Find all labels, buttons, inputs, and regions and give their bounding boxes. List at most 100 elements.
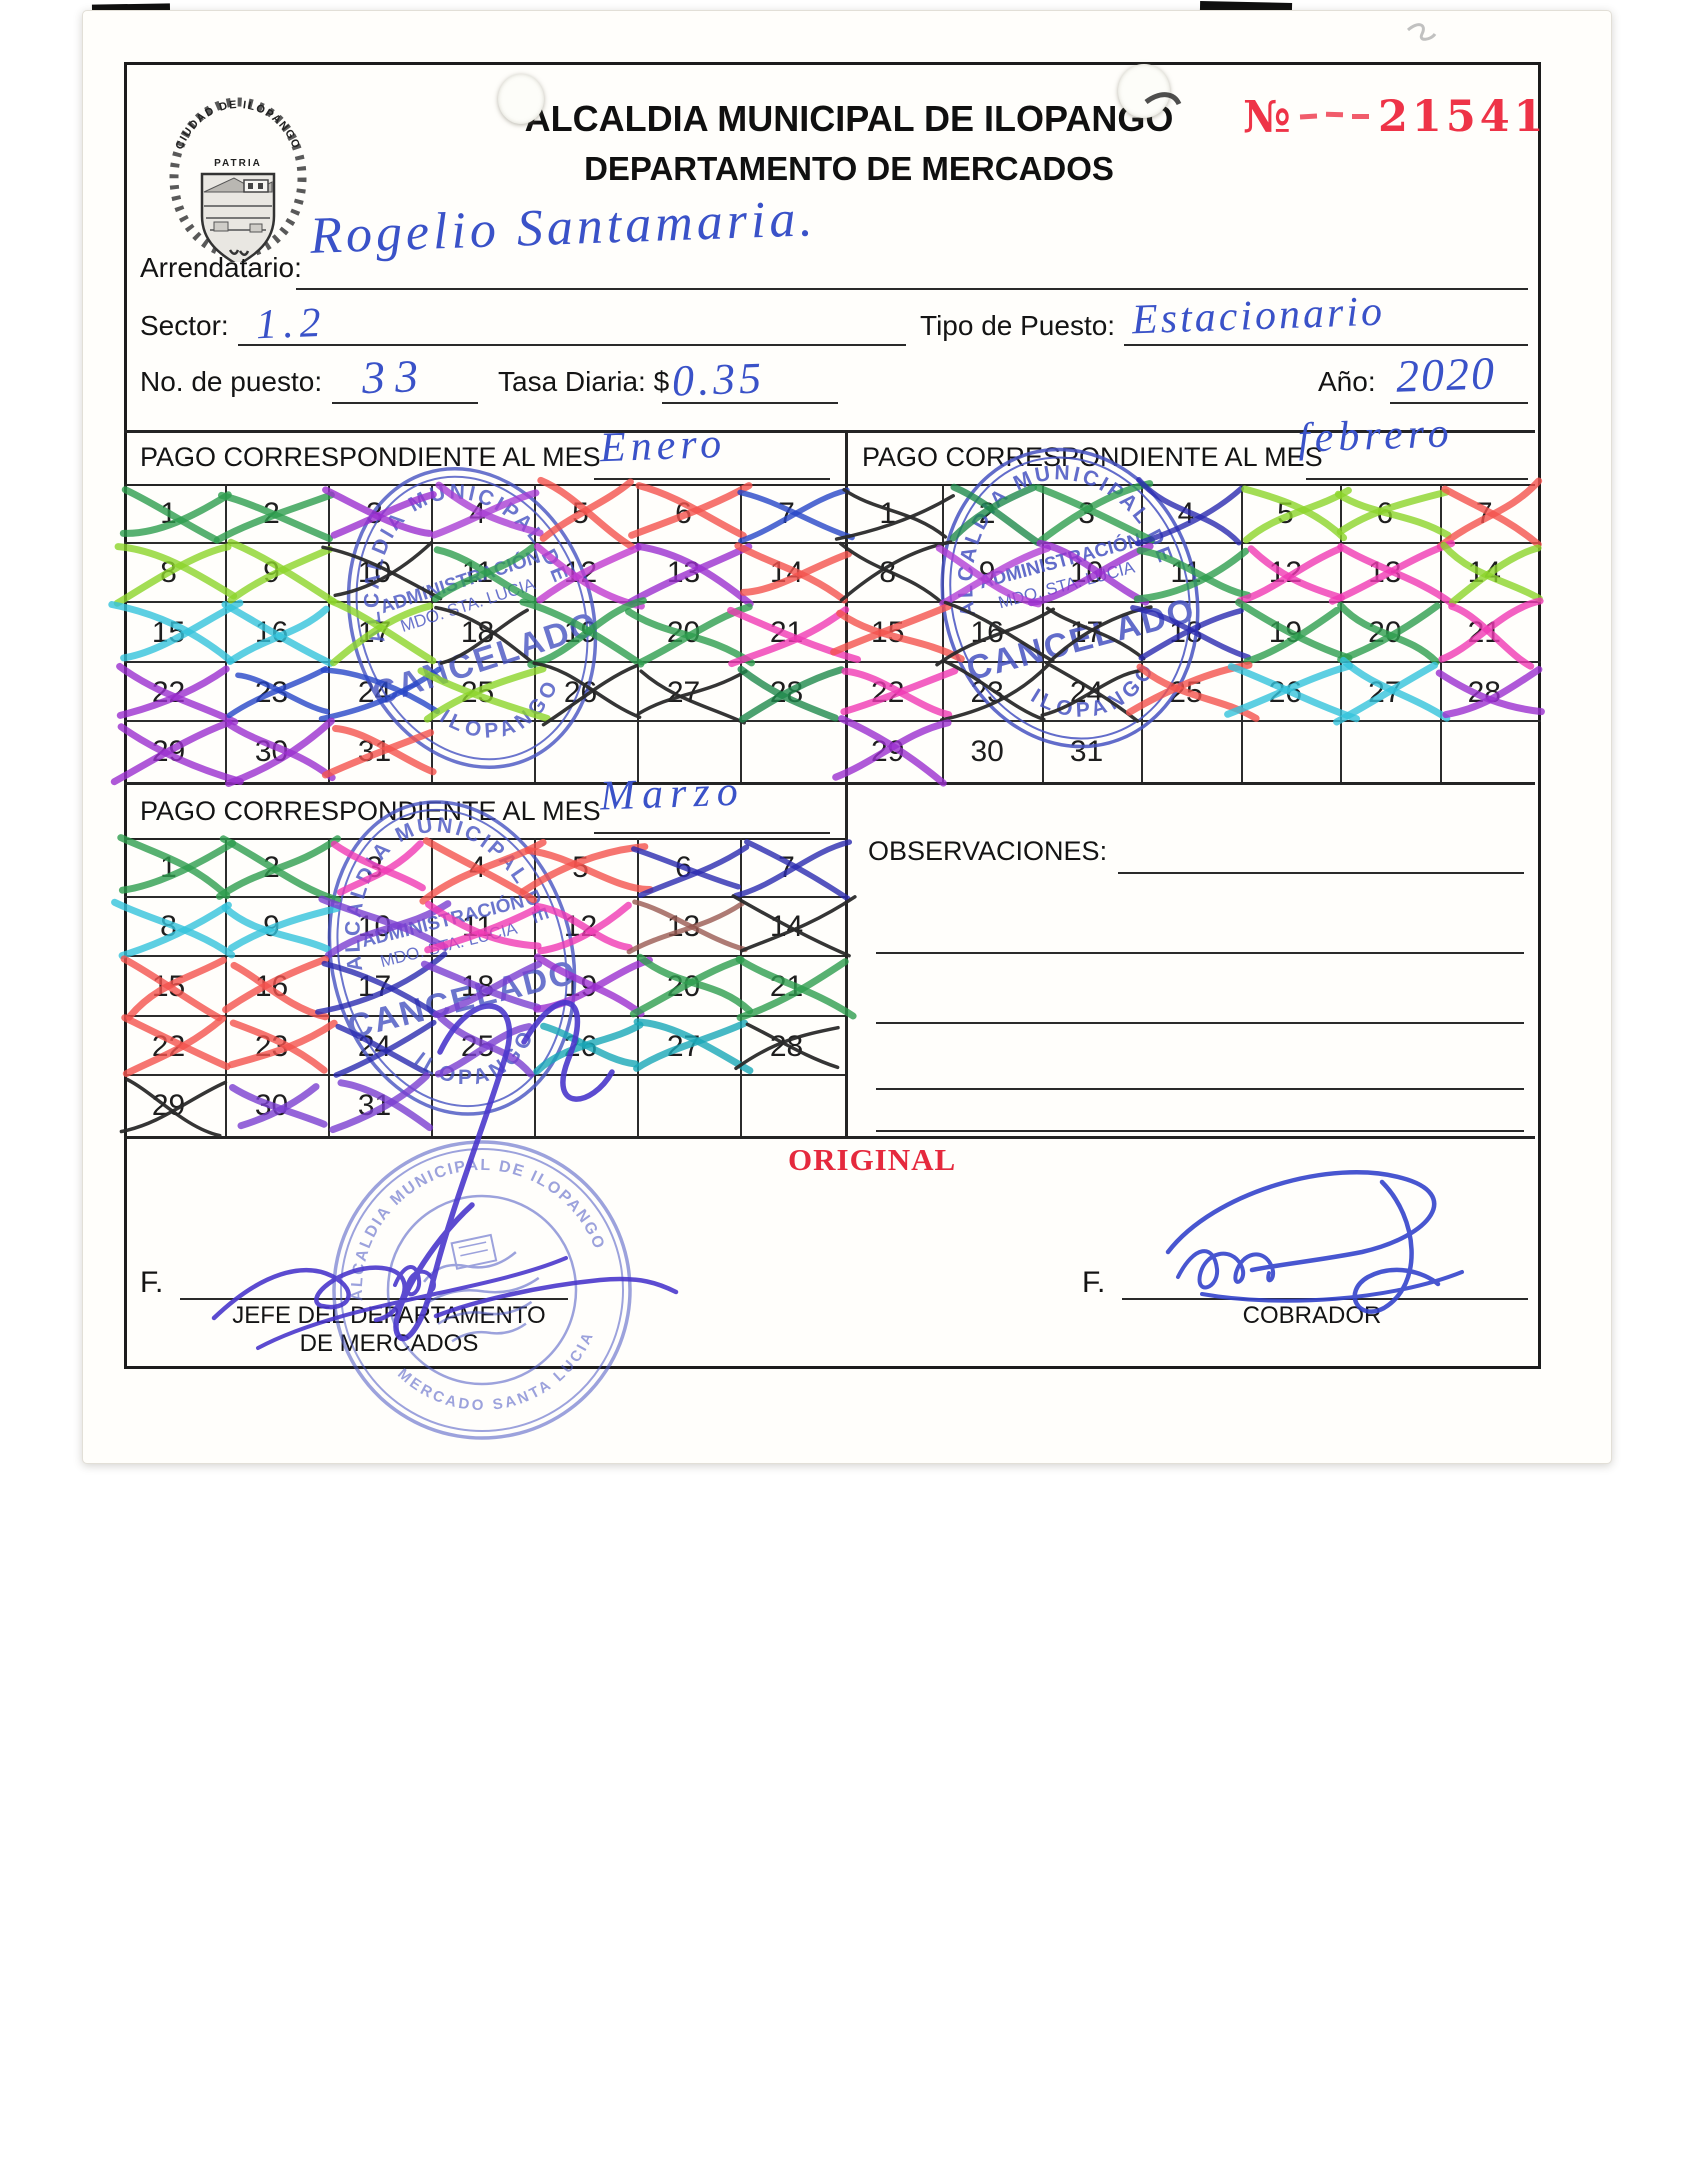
day-number: 12 [1268, 556, 1303, 590]
tipo-puesto-line [1124, 344, 1528, 346]
day-number: 16 [970, 615, 1004, 649]
day-number: 24 [357, 675, 392, 709]
day-cell: 24 [330, 1016, 433, 1077]
sector-line [238, 344, 906, 346]
day-number: 11 [461, 556, 494, 590]
day-number: 13 [666, 910, 701, 944]
day-cell [1243, 722, 1343, 782]
month-line-febrero [1306, 478, 1528, 480]
sector-value: 1.2 [255, 299, 328, 349]
day-cell: 8 [845, 543, 945, 604]
day-cell: 22 [845, 662, 945, 723]
day-cell: 14 [1441, 544, 1541, 604]
day-number: 9 [978, 556, 996, 590]
day-cell: 23 [227, 1016, 330, 1077]
day-number: 25 [460, 675, 495, 709]
tasa-diaria-value: 0.35 [671, 353, 766, 406]
day-cell: 21 [1441, 603, 1541, 663]
day-cell [433, 1076, 536, 1136]
day-cell: 30 [227, 722, 330, 782]
divider [124, 1136, 1535, 1139]
divider [124, 430, 1535, 433]
day-cell: 5 [536, 484, 639, 544]
day-cell: 11 [433, 897, 536, 958]
day-cell: 31 [330, 722, 433, 782]
tipo-puesto-label: Tipo de Puesto: [920, 310, 1116, 341]
day-cell: 8 [124, 543, 227, 604]
day-number: 25 [460, 1029, 495, 1063]
receipt-number: 21541 [1378, 92, 1548, 142]
day-number: 10 [357, 556, 392, 590]
day-number: 17 [357, 615, 392, 649]
scan-artifact [1325, 111, 1344, 118]
day-number: 15 [871, 615, 905, 649]
day-cell: 28 [742, 663, 845, 723]
day-cell: 6 [639, 838, 742, 898]
day-cell: 5 [1242, 484, 1343, 544]
day-number: 23 [254, 675, 289, 709]
arrendatario-line [296, 288, 1528, 290]
pago-label-febrero: PAGO CORRESPONDIENTE AL MES [862, 442, 1323, 472]
day-cell [536, 1076, 639, 1136]
day-cell: 4 [433, 484, 536, 544]
day-cell: 28 [742, 1017, 845, 1077]
day-number: 30 [254, 1089, 289, 1123]
day-cell: 3 [1043, 484, 1144, 544]
day-number: 7 [778, 850, 795, 884]
month-name-enero: Enero [599, 420, 727, 472]
day-number: 30 [254, 735, 289, 769]
day-number: 9 [263, 910, 280, 944]
day-cell: 23 [944, 662, 1044, 723]
day-cell: 19 [536, 957, 639, 1017]
observaciones-label: OBSERVACIONES: [868, 836, 1108, 866]
day-number: 15 [151, 615, 186, 649]
day-cell: 1 [124, 484, 227, 544]
no-puesto-value: 33 [361, 349, 429, 404]
day-cell: 7 [742, 838, 845, 898]
f-label-right: F. [1082, 1266, 1106, 1299]
day-cell: 9 [227, 897, 330, 958]
day-number: 11 [461, 910, 494, 944]
day-cell: 4 [1143, 484, 1243, 544]
signature-line-right [1122, 1298, 1528, 1300]
day-cell: 17 [330, 957, 433, 1017]
observaciones-line [1118, 872, 1524, 874]
divider [124, 782, 1535, 785]
calendar-grid-marzo: 1 2 3 4 5 6 7 8 9 10 11 12 13 14 15 16 17 18 19 20 21 22 23 24 2… [124, 838, 845, 1136]
day-number: 26 [1268, 675, 1303, 709]
day-cell [639, 722, 742, 782]
day-cell: 10 [330, 543, 433, 604]
day-number: 13 [1368, 556, 1402, 590]
day-number: 20 [666, 969, 701, 1003]
day-cell: 11 [1143, 543, 1243, 604]
day-cell: 5 [536, 838, 639, 898]
day-cell: 12 [536, 897, 639, 958]
day-number: 1 [160, 496, 177, 530]
day-number: 10 [1069, 556, 1104, 590]
day-number: 4 [469, 496, 486, 530]
day-number: 31 [1069, 735, 1104, 769]
day-cell: 4 [433, 838, 536, 898]
day-cell: 14 [742, 898, 845, 958]
day-cell: 2 [944, 484, 1044, 544]
observaciones-line [876, 1022, 1524, 1024]
observaciones-line [876, 1088, 1524, 1090]
tasa-diaria-label: Tasa Diaria: $ [498, 366, 670, 397]
day-number: 26 [563, 675, 598, 709]
day-cell: 26 [536, 662, 639, 723]
day-cell: 25 [433, 662, 536, 723]
day-cell [1342, 722, 1442, 782]
day-cell [742, 1076, 845, 1136]
day-number: 28 [769, 675, 804, 709]
day-cell [1442, 722, 1541, 782]
day-cell: 7 [742, 484, 845, 544]
day-cell: 15 [124, 957, 227, 1017]
day-cell: 11 [433, 543, 536, 604]
day-number: 8 [879, 556, 897, 590]
day-cell: 18 [433, 603, 536, 663]
day-number: 29 [871, 735, 905, 769]
arrendatario-label: Arrendatario: [140, 252, 302, 283]
observaciones-line [876, 1130, 1524, 1132]
day-cell: 10 [1043, 543, 1144, 604]
day-cell: 21 [742, 957, 845, 1017]
